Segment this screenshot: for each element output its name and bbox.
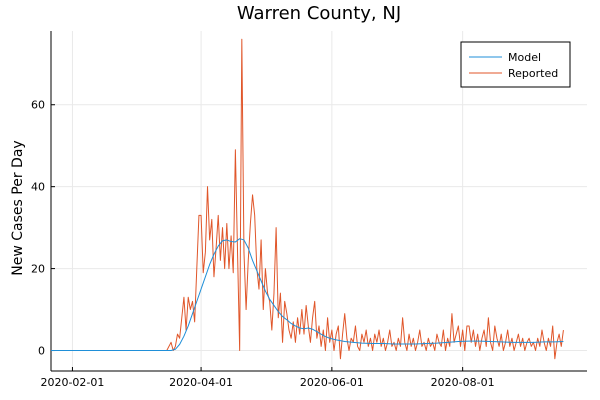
series-line-reported xyxy=(51,38,564,360)
series-lines xyxy=(51,38,564,360)
y-tick-label: 20 xyxy=(31,263,45,276)
series-line-model xyxy=(51,238,564,352)
x-tick-label: 2020-06-01 xyxy=(300,376,364,389)
y-axis-label: New Cases Per Day xyxy=(10,140,26,275)
legend-label-model: Model xyxy=(508,51,541,64)
chart-title: Warren County, NJ xyxy=(237,3,401,24)
x-tick-label: 2020-02-01 xyxy=(40,376,104,389)
legend-label-reported: Reported xyxy=(508,67,558,80)
legend-box xyxy=(460,41,571,88)
x-tick-label: 2020-04-01 xyxy=(169,376,233,389)
y-tick-label: 60 xyxy=(31,99,45,112)
tick-labels: 2020-02-01 2020-04-01 2020-06-01 2020-08-01… xyxy=(31,99,495,389)
legend: Model Reported xyxy=(460,41,571,88)
x-tick-label: 2020-08-01 xyxy=(431,376,495,389)
y-tick-label: 40 xyxy=(31,181,45,194)
y-tick-label: 0 xyxy=(38,345,45,358)
